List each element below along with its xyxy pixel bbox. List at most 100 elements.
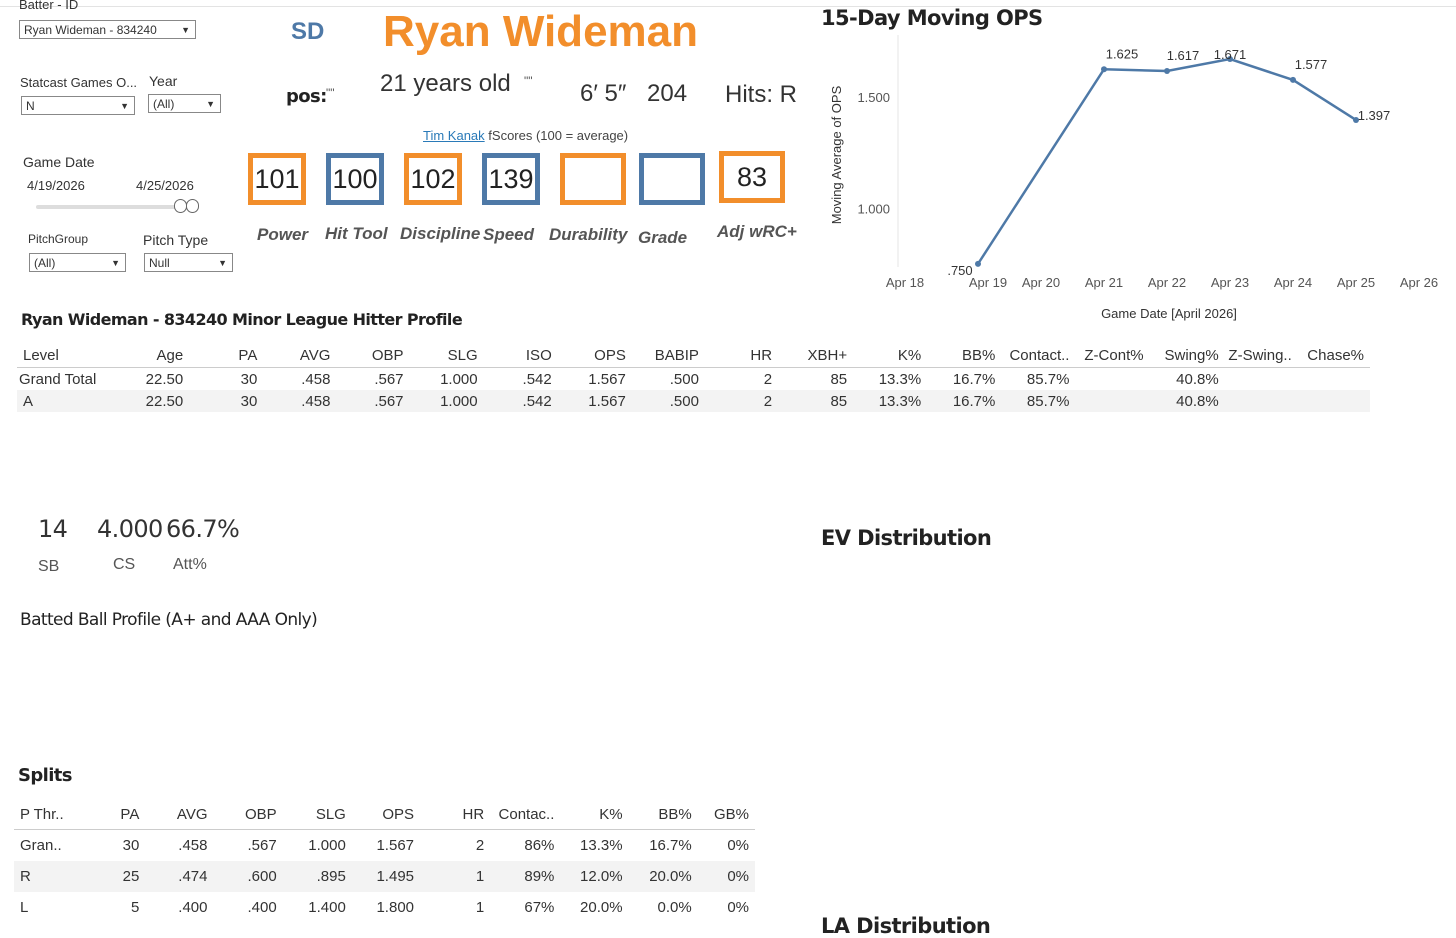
adj-wrc-score-box: 83 [719,151,785,203]
data-point[interactable] [975,260,981,267]
table-cell: 1.495 [345,861,415,892]
data-point[interactable] [1164,68,1170,75]
col-pitcher-throws: P Thr.. [14,799,99,830]
player-name: Ryan Wideman [383,7,699,56]
game-date-start: 4/19/2026 [27,178,85,193]
table-cell: 0% [727,899,749,916]
la-distribution-title: LA Distribution [821,914,991,938]
table-cell: 2 [475,837,485,854]
discipline-score-box: 102 [404,153,462,205]
table-cell: .500 [625,390,699,412]
pitchtype-select[interactable]: Null ▼ [144,253,233,272]
y-tick-label: 1.000 [857,201,890,216]
year-select-value: (All) [153,97,175,111]
pitchgroup-select[interactable]: (All) ▼ [29,253,126,272]
table-cell: .458 [178,837,208,854]
data-label: 1.671 [1214,47,1247,62]
data-point[interactable] [1101,66,1107,73]
table-cell: 1 [414,861,485,892]
col-hr: HR [698,343,773,368]
table-cell: Gran.. [20,837,62,854]
batter-select[interactable]: Ryan Wideman - 834240 ▼ [19,20,196,39]
table-cell: 1.800 [376,899,415,916]
speed-score-box: 139 [482,153,540,205]
table-cell [1219,368,1292,391]
col-ops: OPS [551,343,626,368]
table-cell: A [17,390,134,412]
player-age: 21 years old [380,70,511,97]
x-tick-label: Apr 19 [969,275,1007,290]
att-pct-label: Att% [173,556,207,573]
col-contact: Contac.. [484,799,555,830]
att-pct-value: 66.7% [166,515,240,543]
splits-table: P Thr.. PA AVG OBP SLG OPS HR Contac.. K… [14,799,755,923]
col-iso: ISO [477,343,552,368]
table-cell: .400 [247,899,277,916]
table-cell: .567 [330,390,404,412]
col-swing: Swing% [1143,343,1219,368]
table-cell [1069,390,1144,412]
pitchgroup-select-value: (All) [34,256,56,270]
col-level: Level [17,343,134,368]
table-cell: 12.0% [554,861,623,892]
date-slider-track[interactable] [36,205,196,209]
table-cell: 30 [240,370,258,388]
ev-distribution-title: EV Distribution [821,526,992,550]
data-point[interactable] [1227,56,1233,63]
game-date-label: Game Date [23,154,95,170]
table-cell: 1.567 [588,370,626,388]
speed-label: Speed [483,225,535,244]
statcast-filter-label: Statcast Games O... [20,75,138,90]
col-z-swing: Z-Swing.. [1218,343,1292,368]
col-slg: SLG [403,343,478,368]
table-cell: 85 [830,370,848,388]
x-tick-label: Apr 22 [1148,275,1186,290]
statcast-select-value: N [26,99,35,113]
table-cell [1291,390,1370,412]
table-cell: 30 [183,390,258,412]
statcast-select[interactable]: N ▼ [21,96,135,115]
year-select[interactable]: (All) ▼ [148,94,221,113]
player-bats: Hits: R [725,81,797,108]
table-cell: .600 [207,861,277,892]
data-point[interactable] [1290,76,1296,83]
grade-label: Grade [638,228,688,247]
player-age-suffix: "" [524,74,533,88]
position-label: pos: [286,86,327,107]
date-slider-end-handle[interactable] [186,199,199,213]
table-cell: .567 [247,837,277,854]
table-cell: 22.50 [133,390,184,412]
batted-ball-title: Batted Ball Profile (A+ and AAA Only) [20,610,318,630]
team-abbr: SD [291,18,325,45]
table-cell: 1.400 [308,899,346,916]
col-bb-pct: BB% [921,343,996,368]
table-cell [1292,368,1370,391]
profile-row-grand-total: Grand Total 22.50 30 .458 .567 1.000 .54… [17,368,1370,391]
pitchgroup-label: PitchGroup [28,232,89,246]
chevron-down-icon: ▼ [111,258,120,268]
table-cell: 20.0% [580,899,623,916]
splits-row-right: R 25 .474 .600 .895 1.495 1 89% 12.0% 20… [14,861,755,892]
x-tick-label: Apr 20 [1022,275,1060,290]
table-cell: 2 [698,390,773,412]
chevron-down-icon: ▼ [206,99,215,109]
table-cell: 16.7% [921,390,996,412]
chevron-down-icon: ▼ [181,25,190,35]
splits-header-row: P Thr.. PA AVG OBP SLG OPS HR Contac.. K… [14,799,755,830]
x-tick-label: Apr 25 [1337,275,1375,290]
table-cell: 89% [484,861,555,892]
table-cell: R [14,861,99,892]
fscores-author-link[interactable]: Tim Kanak [423,128,485,143]
col-contact: Contact.. [995,343,1070,368]
x-tick-label: Apr 23 [1211,275,1249,290]
player-height: 6′ 5″ [580,80,627,107]
col-avg: AVG [257,343,331,368]
table-cell: 1.567 [551,390,626,412]
table-cell: 0% [727,837,749,854]
table-cell: 13.3% [878,370,922,388]
table-cell: 16.7% [952,370,996,388]
table-cell [1069,368,1143,391]
table-cell: 25 [98,861,140,892]
data-point[interactable] [1353,116,1359,123]
sb-label: SB [38,558,60,575]
